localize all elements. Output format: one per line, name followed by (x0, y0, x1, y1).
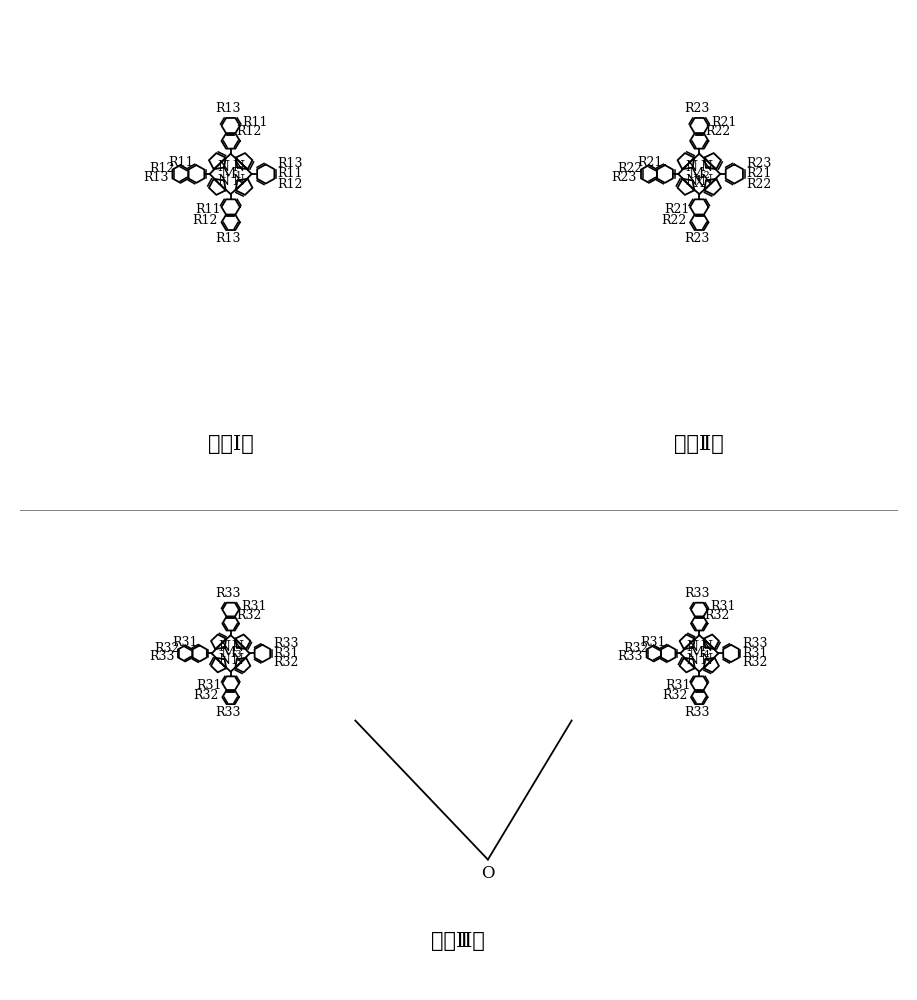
Text: R32: R32 (193, 689, 219, 702)
Text: R11: R11 (278, 167, 304, 180)
Text: R13: R13 (278, 157, 304, 170)
Text: R33: R33 (149, 650, 174, 663)
Text: R13: R13 (143, 171, 169, 184)
Text: R31: R31 (641, 636, 666, 649)
Text: R33: R33 (215, 706, 241, 719)
Text: R23: R23 (684, 232, 710, 245)
Text: 式（Ⅱ）: 式（Ⅱ） (674, 435, 724, 454)
Text: R23: R23 (612, 171, 637, 184)
Text: R12: R12 (278, 178, 304, 191)
Text: R31: R31 (710, 600, 735, 613)
Text: R12: R12 (193, 214, 217, 227)
Text: N: N (686, 174, 698, 188)
Text: R31: R31 (742, 647, 768, 660)
Text: R33: R33 (617, 650, 643, 663)
Text: R13: R13 (215, 232, 241, 245)
Text: R33: R33 (215, 587, 241, 600)
Text: N: N (700, 640, 713, 654)
Text: M₃: M₃ (220, 646, 241, 660)
Text: R33: R33 (742, 637, 768, 650)
Text: R21: R21 (712, 116, 736, 129)
Text: R32: R32 (236, 609, 261, 622)
Text: M₂: M₂ (689, 167, 710, 181)
Text: R21: R21 (664, 203, 690, 216)
Text: R32: R32 (662, 689, 688, 702)
Text: R12: R12 (149, 162, 174, 175)
Text: N: N (232, 174, 244, 188)
Text: R33: R33 (273, 637, 299, 650)
Text: R31: R31 (172, 636, 197, 649)
Text: R31: R31 (665, 679, 691, 692)
Text: R11: R11 (243, 116, 268, 129)
Text: R32: R32 (154, 642, 180, 655)
Text: R33: R33 (684, 706, 710, 719)
Text: N: N (217, 174, 229, 188)
Text: N: N (232, 160, 244, 174)
Text: R31: R31 (273, 647, 299, 660)
Text: N: N (701, 174, 713, 188)
Text: R22: R22 (618, 162, 643, 175)
Text: N: N (686, 160, 698, 174)
Text: X: X (694, 176, 704, 190)
Text: N: N (218, 653, 230, 667)
Text: R31: R31 (196, 679, 222, 692)
Text: R11: R11 (195, 203, 221, 216)
Text: N: N (218, 640, 230, 654)
Text: R32: R32 (742, 656, 768, 669)
Text: N: N (700, 653, 713, 667)
Text: N: N (687, 653, 699, 667)
Text: R21: R21 (637, 156, 663, 169)
Text: N: N (231, 653, 244, 667)
Text: R32: R32 (704, 609, 730, 622)
Text: N: N (217, 160, 229, 174)
Text: R23: R23 (684, 102, 710, 115)
Text: R22: R22 (705, 125, 731, 138)
Text: R22: R22 (746, 178, 771, 191)
Text: R33: R33 (684, 587, 710, 600)
Text: N: N (687, 640, 699, 654)
Text: R31: R31 (241, 600, 267, 613)
Text: O: O (481, 865, 494, 882)
Text: R11: R11 (169, 156, 194, 169)
Text: N: N (701, 160, 713, 174)
Text: R23: R23 (746, 157, 771, 170)
Text: 式（Ⅰ）: 式（Ⅰ） (208, 435, 254, 454)
Text: R21: R21 (746, 167, 771, 180)
Text: R32: R32 (623, 642, 648, 655)
Text: R32: R32 (273, 656, 299, 669)
Text: R13: R13 (215, 102, 241, 115)
Text: N: N (231, 640, 244, 654)
Text: M₄: M₄ (689, 646, 710, 660)
Text: R12: R12 (237, 125, 262, 138)
Text: M₁: M₁ (220, 167, 241, 181)
Text: 式（Ⅲ）: 式（Ⅲ） (431, 932, 485, 951)
Text: R22: R22 (661, 214, 686, 227)
